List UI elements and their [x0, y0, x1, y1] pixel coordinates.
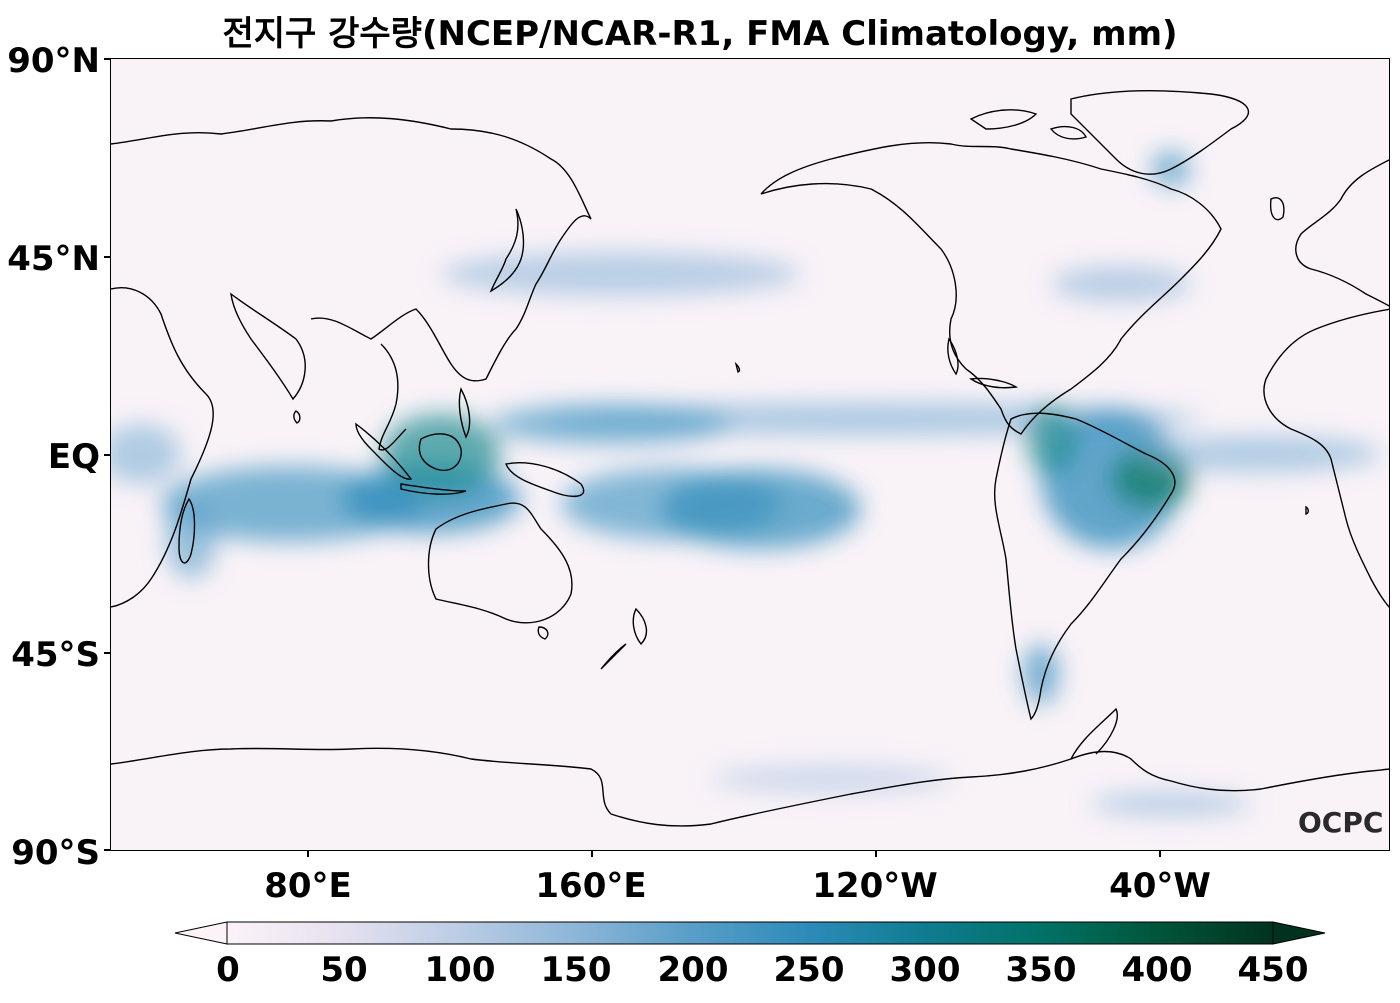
- colorbar-tick: 450: [1237, 950, 1309, 990]
- ytick-mark: [104, 849, 110, 851]
- colorbar-gradient: [226, 921, 1274, 945]
- map-title: 전지구 강수량(NCEP/NCAR-R1, FMA Climatology, m…: [222, 14, 1178, 54]
- xtick-mark: [1159, 851, 1161, 857]
- xtick-mark: [591, 851, 593, 857]
- precipitation-field: [111, 151, 1381, 816]
- colorbar-tick: 200: [657, 950, 729, 990]
- ytick-45s: 45°S: [11, 635, 100, 675]
- ytick-mark: [104, 454, 110, 456]
- colorbar-tick: 100: [424, 950, 496, 990]
- colorbar-tick: 400: [1121, 950, 1193, 990]
- ytick-90n: 90°N: [7, 41, 100, 81]
- colorbar-extend-high: [1272, 921, 1326, 945]
- xtick-120w: 120°W: [812, 866, 938, 906]
- colorbar-tick: 0: [216, 950, 240, 990]
- xtick-40w: 40°W: [1109, 866, 1211, 906]
- precipitation-map: [110, 58, 1390, 851]
- colorbar-extend-low: [174, 921, 228, 945]
- colorbar-tick: 150: [540, 950, 612, 990]
- colorbar-tick: 250: [773, 950, 845, 990]
- colorbar-tick: 50: [320, 950, 368, 990]
- xtick-160e: 160°E: [535, 866, 647, 906]
- ocpc-logo: OCPC: [1298, 806, 1384, 839]
- map-canvas: [111, 59, 1389, 850]
- coastlines: [111, 90, 1389, 827]
- xtick-mark: [875, 851, 877, 857]
- ytick-mark: [104, 652, 110, 654]
- colorbar-tick: 350: [1005, 950, 1077, 990]
- ytick-mark: [104, 256, 110, 258]
- ytick-45n: 45°N: [7, 239, 100, 279]
- xtick-mark: [307, 851, 309, 857]
- ytick-eq: EQ: [47, 437, 100, 477]
- colorbar: [174, 921, 1326, 945]
- ytick-mark: [104, 58, 110, 60]
- xtick-80e: 80°E: [264, 866, 352, 906]
- colorbar-tick: 300: [889, 950, 961, 990]
- ytick-90s: 90°S: [11, 833, 100, 873]
